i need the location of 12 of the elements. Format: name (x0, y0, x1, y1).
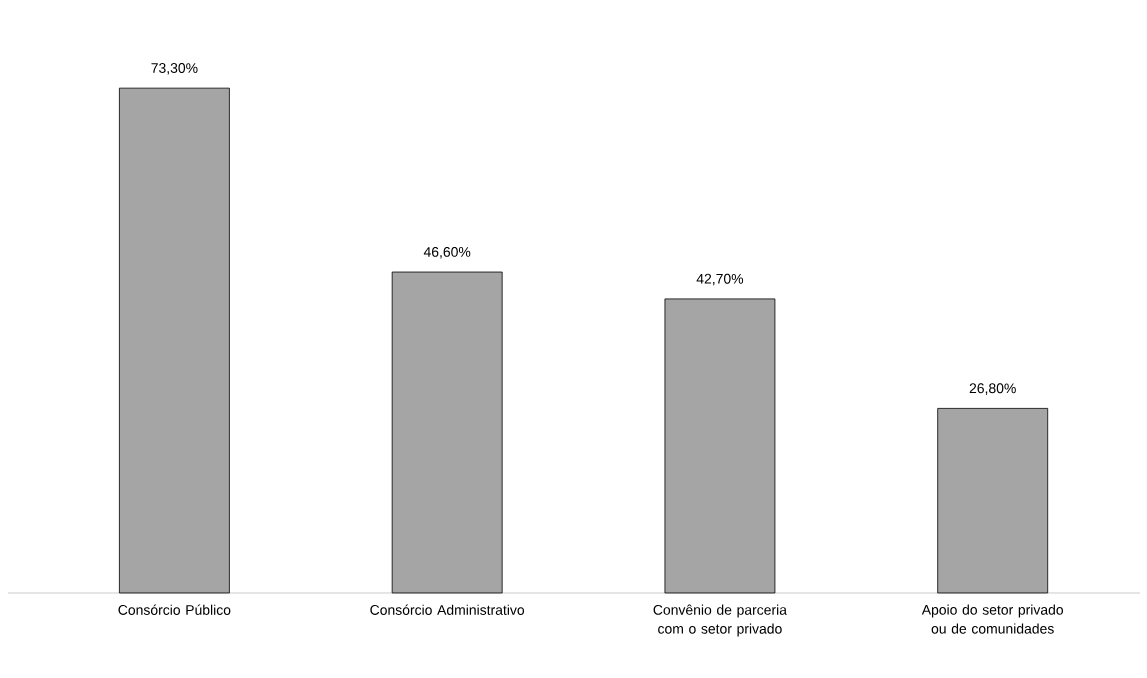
data-label: 26,80% (969, 383, 1016, 395)
bar (937, 408, 1049, 594)
x-tick-label: Consórcio Público (118, 604, 231, 615)
data-label: 46,60% (423, 246, 471, 259)
bar (391, 271, 503, 594)
x-tick-label: Apoio do setor privado ou de comunidades (921, 604, 1064, 634)
bar (119, 87, 230, 594)
x-tick-label: Consórcio Administrativo (370, 604, 525, 615)
x-tick-label: Convênio de parceria com o setor privado (653, 604, 787, 637)
bar (664, 298, 776, 594)
data-label: 42,70% (696, 273, 744, 286)
data-label: 73,30% (151, 63, 198, 75)
